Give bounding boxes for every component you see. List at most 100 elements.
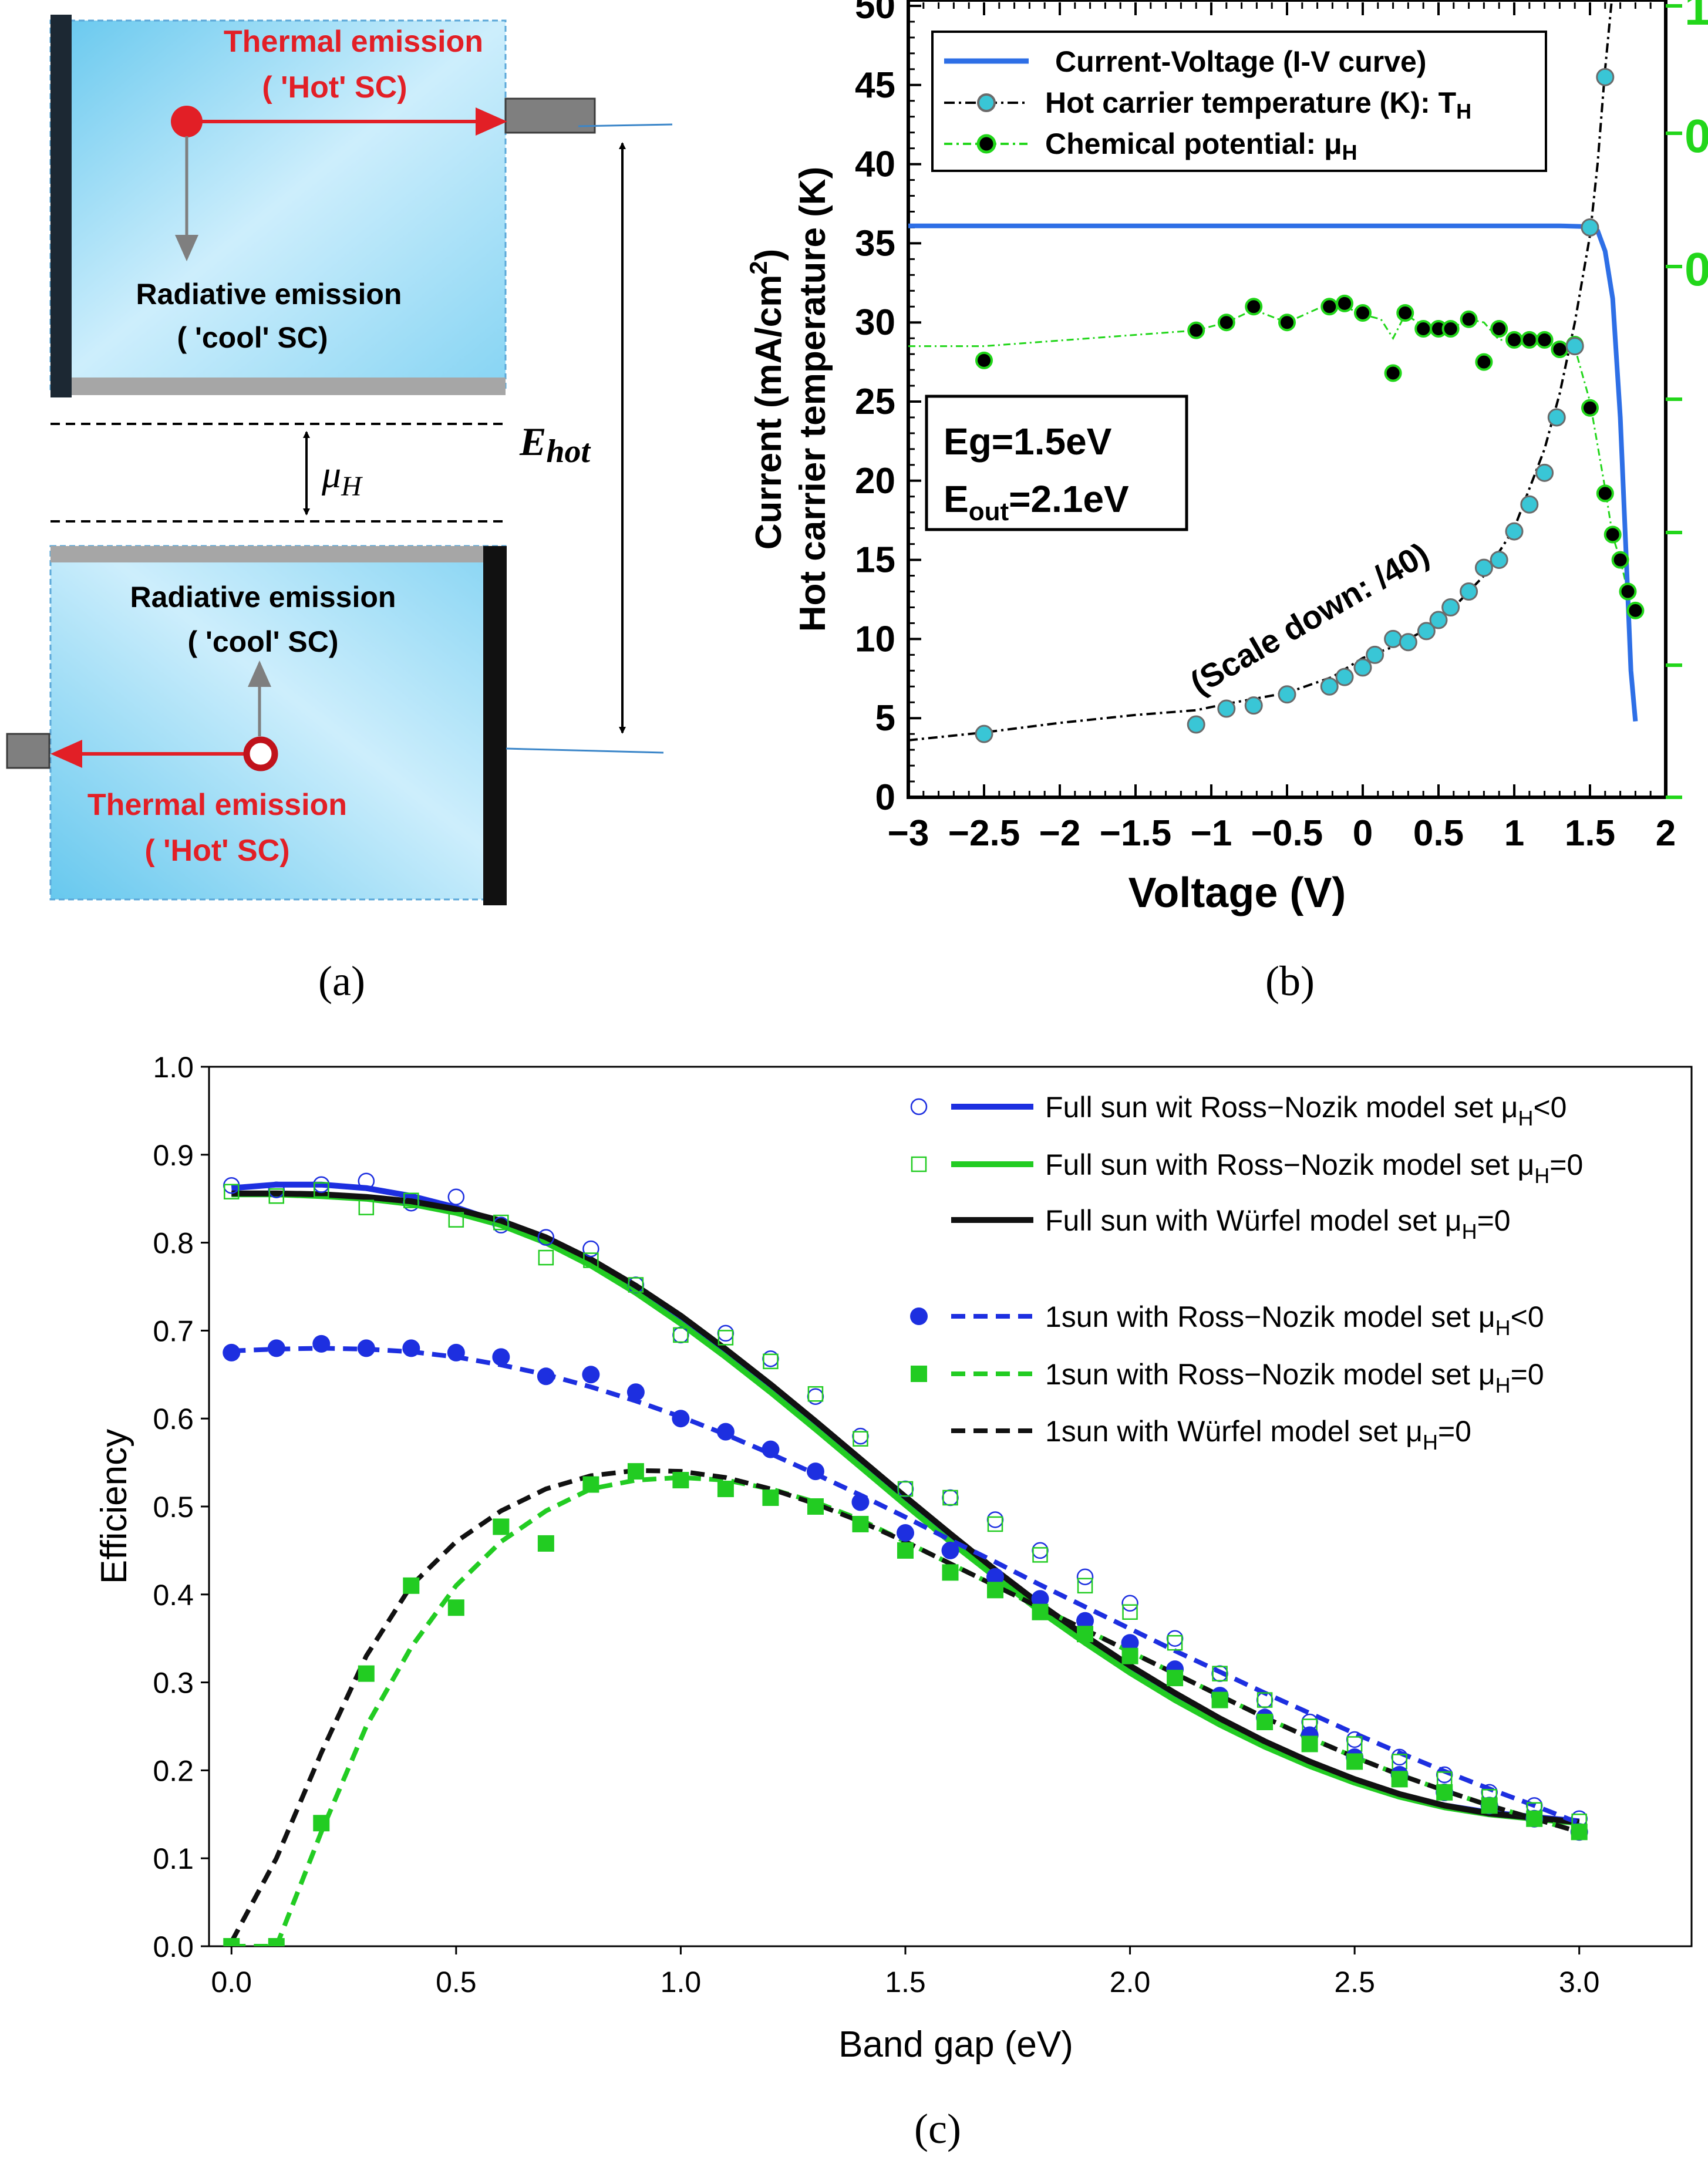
c-open-square-point: [763, 1353, 779, 1370]
c-y-tick-label: 1.0: [153, 1051, 194, 1084]
top-thermal-hot-sc-label: ( 'Hot' SC): [262, 70, 407, 105]
b-y-tick-label: 40: [855, 144, 895, 185]
panel-b-ylabel-current: Current (mA/cm2): [744, 249, 789, 550]
c-legend-label: 1sun with Würfel model set μH=0: [1045, 1415, 1471, 1454]
c-filled-square-point: [942, 1564, 959, 1581]
c-filled-square-point: [1032, 1603, 1049, 1620]
panel-b-legend-box: [931, 31, 1547, 172]
panel-b-xlabel: Voltage (V): [1128, 870, 1346, 916]
legend-b-th-marker: [977, 93, 996, 112]
b-temperature-point: [1399, 633, 1417, 652]
c-filled-circle-point: [806, 1462, 824, 1481]
c-y-tick-label: 0.0: [153, 1930, 194, 1963]
c-open-square-point: [583, 1252, 599, 1268]
top-left-contact-bar: [50, 15, 72, 397]
bottom-left-electrode: [6, 733, 50, 769]
b-x-tick-label: −0.5: [1251, 813, 1323, 854]
c-y-tick-label: 0.3: [153, 1667, 194, 1700]
b-mu-point: [1414, 319, 1433, 338]
bottom-electrode-level-line: [506, 747, 664, 754]
c-legend-marker: [910, 1098, 928, 1115]
b-temperature-point: [1505, 522, 1524, 541]
b-mu-point: [1626, 601, 1645, 619]
b-mu-point: [1460, 310, 1478, 328]
c-filled-square-point: [762, 1489, 779, 1507]
top-hot-carrier-dot: [171, 106, 203, 137]
panel-c-chart: 0.0 0.5 1.0 1.5 2.0 2.5 3.0 0.0 0.1 0.2 0.3 0.4 0.5 0…: [94, 1051, 1693, 2065]
b-y-tick-label: 35: [855, 223, 895, 264]
b-mu-point: [1505, 331, 1523, 349]
c-x-tick-label: 1.0: [661, 1966, 702, 1999]
c-open-circle-point: [1121, 1595, 1138, 1612]
panel-a-diagram: μH Ehot Thermal emission ( 'Hot' SC) Rad…: [6, 15, 673, 905]
c-open-circle-point: [582, 1240, 599, 1258]
c-filled-square-point: [1077, 1626, 1094, 1643]
bottom-band-box: [49, 545, 507, 901]
c-filled-circle-point: [357, 1339, 375, 1357]
c-y-tick-label: 0.5: [153, 1491, 194, 1524]
bottom-radiative-cool-sc-label: ( 'cool' SC): [187, 625, 338, 658]
b-y-tick-label: 20: [855, 461, 895, 501]
c-filled-square-point: [1481, 1797, 1498, 1814]
c-open-square-point: [987, 1516, 1003, 1532]
panel-b-eg-label: Eg=1.5eV: [944, 420, 1112, 463]
b-mu-point: [1320, 298, 1339, 316]
c-filled-square-point: [1301, 1735, 1318, 1753]
c-y-tick-label: 0.9: [153, 1139, 194, 1172]
c-open-square-point: [673, 1327, 689, 1343]
c-open-square-point: [538, 1249, 554, 1266]
b-x-tick-label: 1.5: [1565, 813, 1615, 854]
b-y-tick-label: 45: [855, 65, 895, 106]
c-y-tick-label: 0.1: [153, 1842, 194, 1875]
c-open-square-point: [853, 1431, 868, 1447]
c-open-circle-point: [717, 1325, 735, 1342]
panel-c-legend: Full sun wit Ross−Nozik model set μH<0 Fu…: [910, 1091, 1583, 1454]
b-temperature-point: [1547, 408, 1566, 427]
panel-c-ylabel: Efficiency: [94, 1429, 134, 1584]
b-mu-point: [1354, 304, 1372, 322]
c-open-circle-point: [1076, 1568, 1094, 1586]
c-open-square-point: [448, 1212, 464, 1228]
b-x-tick-label: −2: [1039, 813, 1081, 854]
b-y-tick-label: 50: [855, 0, 895, 26]
panel-b-legend: Current-Voltage (I-V curve) Hot carrier …: [931, 31, 1547, 172]
b-temperature-point: [1417, 622, 1436, 641]
c-legend-label: 1sun with Ross−Nozik model set μH=0: [1045, 1358, 1544, 1397]
c-open-square-point: [1256, 1692, 1273, 1708]
b-mu-point: [1278, 314, 1296, 332]
panel-b-caption: (b): [1265, 958, 1315, 1005]
b-temperature-point: [1596, 68, 1615, 86]
b-mu-point: [1384, 364, 1402, 382]
c-filled-circle-point: [1121, 1634, 1139, 1652]
c-open-square-point: [1212, 1666, 1228, 1681]
b-y-tick-label: 0: [875, 777, 895, 818]
c-filled-square-point: [672, 1472, 689, 1489]
b-temperature-point: [1278, 685, 1296, 704]
top-right-electrode: [504, 97, 596, 134]
panel-c-caption: (c): [914, 2105, 961, 2152]
c-filled-square-point: [493, 1518, 510, 1535]
c-open-square-point: [224, 1184, 240, 1199]
b-right-tick-label: 0.: [1685, 110, 1708, 162]
c-open-square-point: [403, 1192, 419, 1208]
b-x-tick-label: 2: [1656, 813, 1676, 854]
c-open-square-point: [628, 1277, 644, 1293]
b-mu-point: [1187, 321, 1205, 339]
c-filled-circle-point: [223, 1343, 241, 1361]
b-x-tick-label: 1: [1504, 813, 1524, 854]
legend-b-th-label: Hot carrier temperature (K): TH: [1045, 86, 1471, 123]
b-temperature-point: [1441, 598, 1460, 616]
top-radiative-emission-label: Radiative emission: [136, 278, 402, 311]
c-legend-marker: [911, 1366, 927, 1382]
b-right-tick-label: 0: [1685, 243, 1708, 295]
c-filled-square-point: [1526, 1810, 1543, 1827]
c-open-circle-point: [672, 1326, 689, 1344]
panel-b-parameter-box: [925, 395, 1188, 531]
c-open-circle-point: [447, 1188, 465, 1205]
top-electrode-level-line: [578, 123, 673, 127]
b-temperature-point: [1244, 696, 1263, 715]
c-filled-circle-point: [716, 1423, 735, 1441]
b-temperature-point: [1187, 715, 1205, 734]
b-x-tick-label: 0.5: [1413, 813, 1464, 854]
legend-b-mu-label: Chemical potential: μH: [1045, 127, 1357, 164]
